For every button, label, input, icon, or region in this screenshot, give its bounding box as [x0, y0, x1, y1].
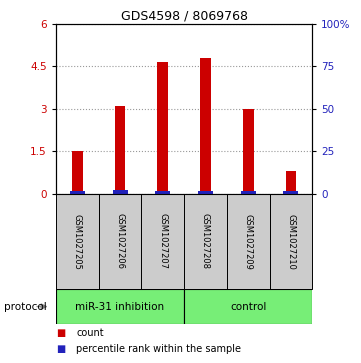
Bar [227, 193, 270, 289]
Bar [283, 191, 299, 193]
Bar [70, 191, 85, 193]
Text: GSM1027209: GSM1027209 [244, 213, 253, 269]
Bar [157, 62, 168, 193]
Text: percentile rank within the sample: percentile rank within the sample [77, 344, 242, 354]
Bar [56, 193, 99, 289]
Text: control: control [230, 302, 266, 311]
Bar [142, 193, 184, 289]
Text: ■: ■ [56, 328, 65, 338]
Bar [241, 191, 256, 193]
Bar [72, 151, 83, 193]
Bar [286, 171, 296, 193]
Bar [155, 191, 170, 193]
Text: GSM1027206: GSM1027206 [116, 213, 125, 269]
Bar [200, 58, 211, 193]
Text: count: count [77, 328, 104, 338]
Text: miR-31 inhibition: miR-31 inhibition [75, 302, 165, 311]
Text: GSM1027205: GSM1027205 [73, 213, 82, 269]
Title: GDS4598 / 8069768: GDS4598 / 8069768 [121, 9, 248, 23]
Bar [198, 191, 213, 193]
Bar [184, 193, 227, 289]
Text: GSM1027208: GSM1027208 [201, 213, 210, 269]
Text: protocol: protocol [4, 302, 46, 311]
Bar [56, 289, 184, 324]
Text: GSM1027207: GSM1027207 [158, 213, 167, 269]
Bar [243, 109, 253, 193]
Bar [99, 193, 142, 289]
Text: ■: ■ [56, 344, 65, 354]
Bar [270, 193, 312, 289]
Text: GSM1027210: GSM1027210 [286, 213, 295, 269]
Bar [184, 289, 312, 324]
Bar [113, 190, 127, 193]
Bar [115, 106, 125, 193]
